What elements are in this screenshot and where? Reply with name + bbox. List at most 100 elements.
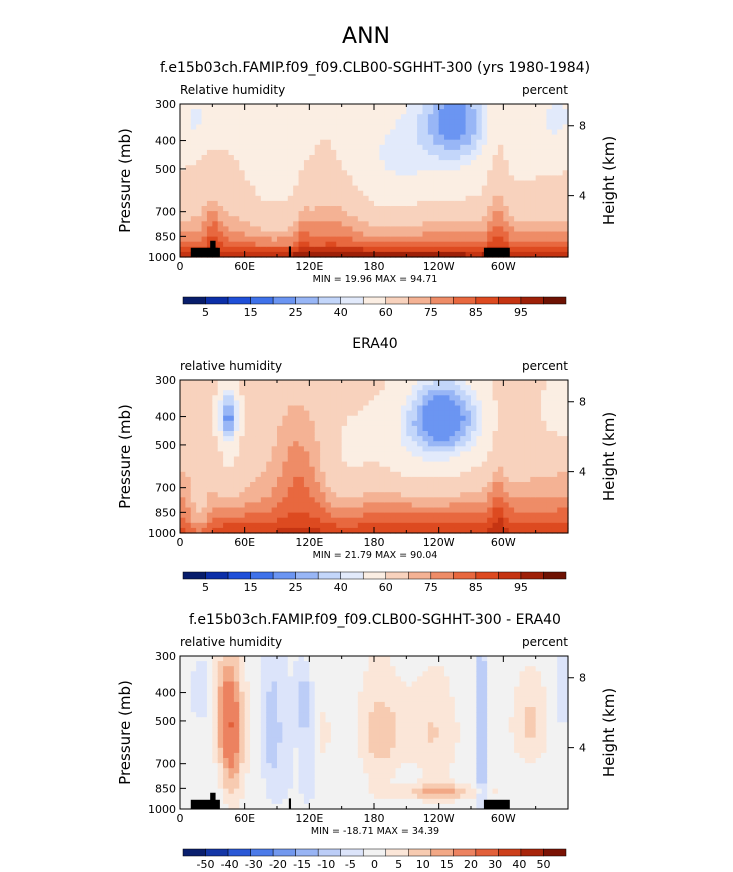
heatmap-cell [190,676,197,683]
heatmap-cell [379,395,386,401]
heatmap-cell [384,400,391,407]
heatmap-cell [336,492,343,498]
heatmap-cell [212,410,219,417]
heatmap-cell [190,752,197,759]
heatmap-cell [206,149,213,156]
heatmap-cell [309,251,316,258]
heatmap-cell [190,114,197,120]
heatmap-cell [562,149,569,156]
heatmap-cell [228,747,235,754]
heatmap-cell [180,798,186,805]
heatmap-cell [535,170,542,176]
heatmap-cell [341,497,348,503]
heatmap-cell [298,134,305,141]
heatmap-cell [255,502,262,509]
heatmap-cell [363,420,370,427]
heatmap-cell [551,456,558,463]
heatmap-cell [282,492,289,498]
heatmap-cell [228,671,235,677]
heatmap-cell [492,195,499,202]
heatmap-cell [368,246,375,253]
heatmap-cell [514,436,521,442]
heatmap-cell [282,114,289,120]
y-tick-label: 500 [155,163,176,176]
heatmap-cell [465,471,472,478]
heatmap-cell [471,497,477,503]
heatmap-cell [481,206,488,212]
colorbar-swatch [408,571,432,580]
heatmap-cell [223,456,230,463]
heatmap-cell [250,134,257,141]
heatmap-cell [217,451,224,458]
heatmap-cell [330,425,337,432]
heatmap-cell [223,773,230,779]
heatmap-cell [282,415,289,422]
heatmap-cell [228,456,235,463]
heatmap-cell [255,170,262,176]
heatmap-cell [239,129,246,136]
heatmap-cell [444,211,451,217]
heatmap-cell [438,144,445,151]
heatmap-cell [476,461,483,468]
heatmap-cell [551,446,558,452]
heatmap-cell [185,236,192,243]
heatmap-cell [277,441,283,447]
heatmap-cell [379,380,386,386]
heatmap-cell [180,216,186,222]
heatmap-cell [266,686,273,693]
heatmap-cell [228,180,235,187]
heatmap-cell [309,236,316,243]
heatmap-cell [530,134,537,141]
heatmap-cell [438,527,445,534]
heatmap-cell [497,144,504,151]
heatmap-cell [530,487,537,493]
heatmap-cell [379,129,386,136]
heatmap-cell [481,405,488,412]
heatmap-cell [444,175,451,182]
heatmap-cell [546,241,553,248]
heatmap-cell [530,456,537,463]
heatmap-cell [347,226,354,233]
heatmap-cell [476,436,483,442]
heatmap-cell [325,129,332,136]
heatmap-cell [260,803,267,810]
heatmap-cell [487,149,494,156]
heatmap-cell [357,104,364,110]
heatmap-cell [206,527,213,534]
heatmap-cell [524,200,531,207]
heatmap-cell [444,390,451,396]
heatmap-cell [271,512,278,519]
heatmap-cell [201,466,208,473]
heatmap-cell [282,380,289,386]
heatmap-cell [212,200,219,207]
heatmap-cell [562,236,569,243]
heatmap-cell [233,492,240,498]
heatmap-cell [384,527,391,534]
heatmap-cell [303,241,310,248]
heatmap-cell [277,466,283,473]
heatmap-cell [309,471,316,478]
heatmap-cell [201,701,208,708]
heatmap-cell [206,395,213,401]
heatmap-cell [541,456,548,463]
heatmap-cell [244,681,251,688]
heatmap-cell [465,104,472,110]
heatmap-cell [395,395,402,401]
heatmap-cell [384,109,391,115]
heatmap-cell [293,104,300,110]
heatmap-cell [185,701,192,708]
heatmap-cell [524,144,531,151]
heatmap-cell [411,129,418,136]
heatmap-cell [180,446,186,452]
heatmap-cell [347,109,354,115]
heatmap-cell [266,717,273,723]
heatmap-cell [271,431,278,437]
heatmap-cell [239,236,246,243]
heatmap-cell [546,180,553,187]
heatmap-cell [244,763,251,769]
heatmap-cell [357,446,364,452]
heatmap-cell [449,211,456,217]
heatmap-cell [551,185,558,192]
heatmap-cell [223,144,230,151]
heatmap-cell [314,124,321,131]
